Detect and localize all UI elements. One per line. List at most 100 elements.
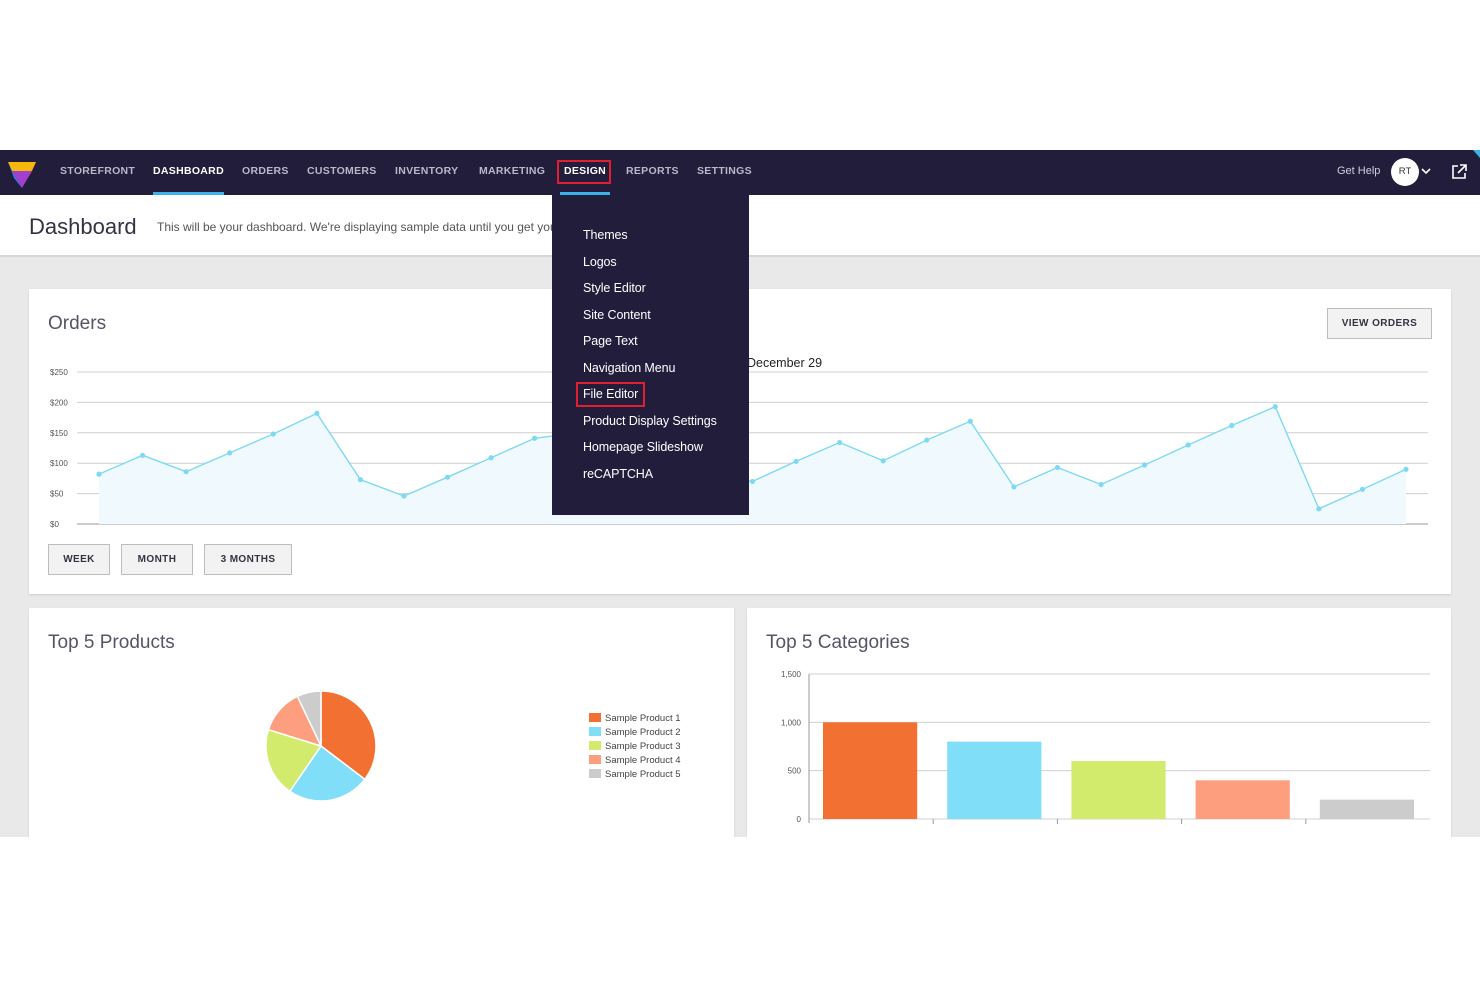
bar-y-tick-label: 1,000 xyxy=(781,718,802,727)
nav-dashboard[interactable]: DASHBOARD xyxy=(153,150,224,195)
category-bar xyxy=(1319,799,1414,819)
category-bar xyxy=(823,722,918,819)
orders-data-point xyxy=(793,458,799,464)
orders-data-point xyxy=(1316,506,1322,512)
legend-label: Sample Product 5 xyxy=(605,769,681,780)
orders-data-point xyxy=(1403,466,1409,472)
orders-data-point xyxy=(444,474,451,480)
orders-title: Orders xyxy=(48,313,107,334)
orders-data-point xyxy=(270,431,276,437)
menu-item-themes[interactable]: Themes xyxy=(583,228,628,242)
orders-data-point xyxy=(532,435,538,441)
range-3-months-button[interactable]: 3 MONTHS xyxy=(204,544,292,575)
orders-data-point xyxy=(880,458,886,464)
menu-item-style-editor[interactable]: Style Editor xyxy=(583,281,646,295)
orders-data-point xyxy=(749,478,756,485)
nav-inventory[interactable]: INVENTORY xyxy=(395,165,459,177)
menu-item-site-content[interactable]: Site Content xyxy=(583,308,651,322)
orders-data-point xyxy=(1185,442,1191,448)
orders-data-point xyxy=(924,437,930,443)
app-window: STOREFRONT DASHBOARD ORDERS CUSTOMERS IN… xyxy=(0,150,1480,837)
pie-slice xyxy=(265,728,323,793)
nav-marketing[interactable]: MARKETING xyxy=(479,165,546,177)
menu-item-logos[interactable]: Logos xyxy=(583,255,617,269)
nav-orders[interactable]: ORDERS xyxy=(242,165,289,177)
nav-reports[interactable]: REPORTS xyxy=(626,165,679,177)
orders-data-point xyxy=(227,450,233,456)
chart-tooltip-date: December 29 xyxy=(747,356,823,370)
orders-data-point xyxy=(357,477,363,483)
orders-area-fill xyxy=(99,406,1406,524)
nav-design[interactable]: DESIGN xyxy=(557,150,611,195)
legend-swatch xyxy=(589,755,601,764)
brand-logo-icon[interactable] xyxy=(8,158,36,188)
menu-item-navigation-menu[interactable]: Navigation Menu xyxy=(583,361,676,375)
legend-label: Sample Product 1 xyxy=(605,713,681,724)
menu-item-recaptcha[interactable]: reCAPTCHA xyxy=(583,467,653,481)
bar-y-tick-label: 0 xyxy=(797,815,802,824)
top-navigation-bar: STOREFRONT DASHBOARD ORDERS CUSTOMERS IN… xyxy=(0,150,1480,195)
chevron-down-icon[interactable] xyxy=(1421,165,1431,177)
orders-data-point xyxy=(488,455,494,461)
orders-y-tick-label: $50 xyxy=(50,490,64,499)
orders-data-point xyxy=(967,418,973,424)
legend-swatch xyxy=(589,769,601,778)
products-pie-chart: Sample Product 1 Sample Product 2 Sample P… xyxy=(265,690,681,802)
nav-customers[interactable]: CUSTOMERS xyxy=(307,165,377,177)
orders-y-tick-label: $150 xyxy=(50,429,68,438)
orders-y-tick-label: $200 xyxy=(50,398,68,407)
orders-data-point xyxy=(183,469,189,475)
top-categories-title: Top 5 Categories xyxy=(766,632,910,653)
category-bar xyxy=(947,741,1042,819)
top-products-title: Top 5 Products xyxy=(48,632,175,653)
orders-data-point xyxy=(314,410,320,416)
categories-bar-chart: 1,500 1,000 500 0 xyxy=(781,670,1430,824)
menu-item-file-editor[interactable]: File Editor xyxy=(583,387,639,401)
menu-item-product-display-settings[interactable]: Product Display Settings xyxy=(583,414,717,428)
orders-data-point xyxy=(1229,422,1235,429)
orders-data-point xyxy=(1011,484,1017,490)
top-products-card: Top 5 Products Sample Product 1 Sample Pr… xyxy=(29,608,734,837)
bar-y-tick-label: 1,500 xyxy=(781,670,802,679)
orders-data-point xyxy=(1098,481,1104,488)
legend-label: Sample Product 3 xyxy=(605,741,681,752)
menu-item-page-text[interactable]: Page Text xyxy=(583,334,638,348)
orders-y-tick-label: $100 xyxy=(50,459,68,468)
orders-data-point xyxy=(1054,464,1061,471)
nav-design-label: DESIGN xyxy=(564,165,607,177)
category-bar xyxy=(1195,780,1290,819)
orders-data-point xyxy=(1272,404,1278,410)
nav-settings[interactable]: SETTINGS xyxy=(697,165,752,177)
get-help-link[interactable]: Get Help xyxy=(1337,165,1381,177)
top-categories-card: Top 5 Categories 1,500 1,000 500 0 xyxy=(747,608,1451,837)
external-link-icon[interactable] xyxy=(1451,164,1467,180)
legend-label: Sample Product 4 xyxy=(605,755,681,766)
orders-y-tick-label: $250 xyxy=(50,368,68,377)
range-week-button[interactable]: WEEK xyxy=(48,544,110,575)
pie-slice xyxy=(288,744,366,802)
menu-item-homepage-slideshow[interactable]: Homepage Slideshow xyxy=(583,440,703,454)
orders-data-point xyxy=(837,439,843,446)
design-dropdown-menu: Themes Logos Style Editor Site Content P… xyxy=(552,195,749,515)
orders-data-point xyxy=(139,452,146,458)
pie-slice xyxy=(296,690,322,747)
view-orders-button[interactable]: VIEW ORDERS xyxy=(1327,308,1432,339)
bar-y-tick-label: 500 xyxy=(788,767,802,776)
legend-label: Sample Product 2 xyxy=(605,727,681,738)
orders-data-point xyxy=(96,471,102,477)
legend-swatch xyxy=(589,713,601,722)
legend-swatch xyxy=(589,741,601,750)
page-title: Dashboard xyxy=(29,214,137,239)
page-subtitle: This will be your dashboard. We're displ… xyxy=(157,220,555,234)
range-month-button[interactable]: MONTH xyxy=(121,544,193,575)
nav-storefront[interactable]: STOREFRONT xyxy=(60,165,136,177)
orders-y-tick-label: $0 xyxy=(50,520,59,529)
user-avatar[interactable]: RT xyxy=(1391,158,1419,186)
category-bar xyxy=(1071,761,1166,819)
nav-design-highlight xyxy=(557,160,611,184)
orders-data-point xyxy=(401,493,407,499)
file-editor-highlight xyxy=(576,382,645,407)
orders-line-chart: $250 $200 $150 $100 $50 $0 xyxy=(50,368,1428,529)
orders-data-point xyxy=(1359,486,1366,492)
legend-swatch xyxy=(589,727,601,736)
